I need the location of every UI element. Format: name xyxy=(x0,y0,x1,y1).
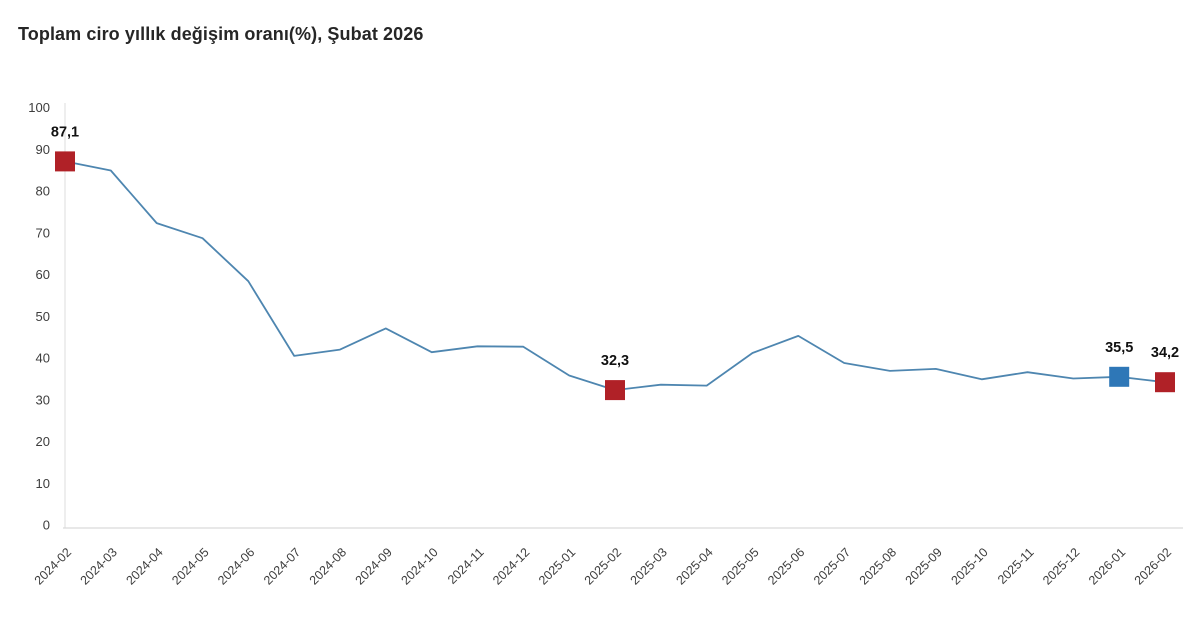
data-point-marker-2026-01 xyxy=(1109,366,1130,387)
x-tick-label: 2024-04 xyxy=(123,545,165,587)
y-tick-label: 40 xyxy=(36,351,50,366)
point-value-label-2025-02: 32,3 xyxy=(601,353,629,369)
chart-title: Toplam ciro yıllık değişim oranı(%), Şub… xyxy=(18,24,424,44)
point-value-label-2024-02: 87,1 xyxy=(51,124,79,140)
x-tick-label: 2024-08 xyxy=(307,545,349,587)
x-tick-label: 2025-02 xyxy=(582,545,624,587)
x-tick-label: 2024-10 xyxy=(398,545,440,587)
x-tick-label: 2025-07 xyxy=(811,545,853,587)
x-tick-label: 2024-05 xyxy=(169,545,211,587)
y-tick-label: 10 xyxy=(36,476,50,491)
y-tick-label: 60 xyxy=(36,267,50,282)
y-tick-label: 70 xyxy=(36,225,50,240)
x-tick-label: 2026-01 xyxy=(1086,545,1128,587)
x-tick-label: 2024-09 xyxy=(353,545,395,587)
data-point-marker-2025-02 xyxy=(605,380,625,401)
data-point-marker-2026-02 xyxy=(1155,372,1175,393)
x-tick-label: 2025-11 xyxy=(995,545,1037,587)
x-tick-label: 2025-06 xyxy=(765,545,807,587)
x-tick-label: 2024-02 xyxy=(32,545,74,587)
y-tick-label: 100 xyxy=(28,100,50,115)
x-tick-label: 2025-10 xyxy=(948,545,990,587)
x-tick-label: 2024-11 xyxy=(445,545,487,587)
y-tick-label: 90 xyxy=(36,142,50,157)
x-tick-label: 2025-03 xyxy=(628,545,670,587)
x-tick-label: 2026-02 xyxy=(1132,545,1174,587)
point-value-label-2026-02: 34,2 xyxy=(1151,345,1179,361)
y-tick-label: 0 xyxy=(43,518,50,533)
x-tick-label: 2024-03 xyxy=(78,545,120,587)
y-tick-label: 20 xyxy=(36,434,50,449)
x-tick-label: 2024-07 xyxy=(261,545,303,587)
x-tick-label: 2025-05 xyxy=(719,545,761,587)
data-point-marker-2024-02 xyxy=(55,151,75,172)
y-tick-label: 80 xyxy=(36,184,50,199)
x-tick-label: 2025-08 xyxy=(857,545,899,587)
point-value-label-2026-01: 35,5 xyxy=(1105,340,1133,356)
y-tick-label: 50 xyxy=(36,309,50,324)
x-tick-label: 2025-04 xyxy=(673,545,715,587)
x-tick-label: 2025-01 xyxy=(536,545,578,587)
x-tick-label: 2025-09 xyxy=(903,545,945,587)
x-tick-label: 2025-12 xyxy=(1040,545,1082,587)
x-tick-label: 2024-12 xyxy=(490,545,532,587)
y-tick-label: 30 xyxy=(36,392,50,407)
x-tick-label: 2024-06 xyxy=(215,545,257,587)
